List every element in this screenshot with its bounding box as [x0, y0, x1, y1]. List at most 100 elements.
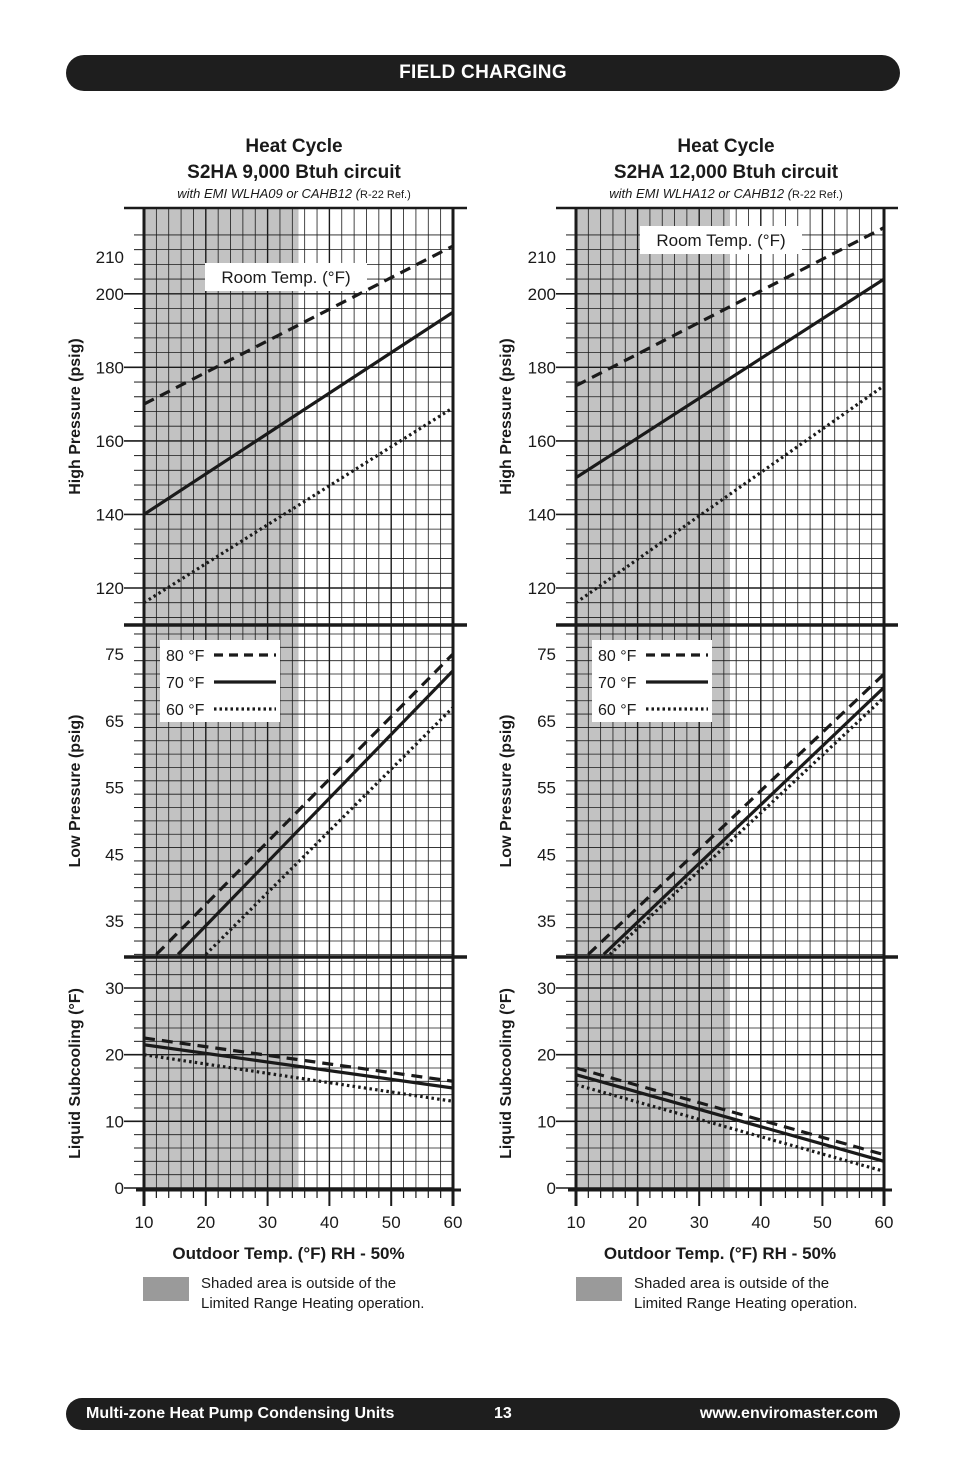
- chart-subtitle: S2HA 12,000 Btuh circuit: [614, 162, 839, 183]
- x-tick-label: 60: [875, 1213, 894, 1232]
- panel-3: 0 10 20 30 Liquid Subcooling (°F): [498, 960, 884, 1198]
- series-line-dotted: [144, 406, 453, 605]
- x-tick-label: 10: [135, 1213, 154, 1232]
- page-header-title: FIELD CHARGING: [399, 62, 567, 83]
- y-tick-label: 140: [96, 505, 124, 524]
- room-temp-box: [640, 226, 802, 254]
- panel-1: 120 140 160 180 200 210 High Pressure (psig): [67, 234, 453, 618]
- y-tick-label: 75: [537, 645, 556, 664]
- y-tick-label: 55: [105, 779, 124, 798]
- shaded-note-line1: Shaded area is outside of the: [201, 1275, 396, 1292]
- legend: 80 °F 70 °F 60 °F: [592, 640, 712, 722]
- chart-1: Heat Cycle S2HA 9,000 Btuh circuit with EM…: [67, 136, 467, 1312]
- y-tick-label: 35: [537, 912, 556, 931]
- footer-page-number: 13: [494, 1405, 512, 1422]
- y-axis-label: Liquid Subcooling (°F): [67, 988, 84, 1159]
- series-line-solid: [144, 310, 453, 516]
- y-tick-label: 45: [105, 845, 124, 864]
- legend-label: 60 °F: [598, 702, 637, 719]
- page-footer-banner: Multi-zone Heat Pump Condensing Units 13…: [66, 1398, 900, 1430]
- y-tick-label: 75: [105, 645, 124, 664]
- y-tick-label: 180: [528, 358, 556, 377]
- series-line-dashed: [144, 244, 453, 406]
- chart-refrigerant-note: with EMI WLHA09 or CAHB12 (R-22 Ref.): [177, 186, 411, 201]
- series-line-dashed: [144, 1036, 453, 1083]
- y-axis-label: Low Pressure (psig): [498, 715, 515, 868]
- series-line-solid: [576, 277, 884, 480]
- series-line-solid: [576, 1073, 884, 1163]
- y-axis-label: High Pressure (psig): [498, 338, 515, 494]
- y-tick-label: 55: [537, 779, 556, 798]
- y-tick-label: 20: [105, 1046, 124, 1065]
- y-tick-label: 210: [528, 248, 556, 267]
- y-tick-label: 120: [96, 579, 124, 598]
- x-tick-label: 60: [444, 1213, 463, 1232]
- shaded-note-line2: Limited Range Heating operation.: [634, 1295, 857, 1312]
- y-tick-label: 30: [105, 979, 124, 998]
- y-tick-label: 20: [537, 1046, 556, 1065]
- y-tick-label: 65: [105, 712, 124, 731]
- series-line-dashed: [576, 226, 884, 388]
- x-tick-label: 40: [320, 1213, 339, 1232]
- panel-1: 120 140 160 180 200 210 High Pressure (psig): [498, 226, 884, 618]
- x-tick-label: 30: [690, 1213, 709, 1232]
- x-axis-label: Outdoor Temp. (°F) RH - 50%: [172, 1244, 404, 1263]
- legend-label: 80 °F: [598, 648, 637, 665]
- y-tick-label: 65: [537, 712, 556, 731]
- y-tick-label: 200: [96, 285, 124, 304]
- footer-website: www.enviromaster.com: [699, 1405, 878, 1422]
- x-tick-label: 10: [567, 1213, 586, 1232]
- panel-2: 35 45 55 65 75 Low Pressure (psig): [67, 633, 453, 956]
- chart-title: Heat Cycle: [245, 136, 342, 157]
- y-tick-label: 0: [547, 1179, 556, 1198]
- y-tick-label: 45: [537, 845, 556, 864]
- y-tick-label: 120: [528, 579, 556, 598]
- series-line-solid: [176, 669, 453, 956]
- shaded-note-line2: Limited Range Heating operation.: [201, 1295, 424, 1312]
- y-tick-label: 35: [105, 912, 124, 931]
- page-header-banner: FIELD CHARGING: [66, 55, 900, 91]
- x-tick-label: 20: [628, 1213, 647, 1232]
- legend: 80 °F 70 °F 60 °F: [160, 640, 280, 722]
- chart-refrigerant-note-plain: R-22 Ref.): [792, 189, 843, 201]
- y-tick-label: 140: [528, 505, 556, 524]
- footer-product-name: Multi-zone Heat Pump Condensing Units: [86, 1405, 395, 1422]
- x-tick-label: 30: [258, 1213, 277, 1232]
- shaded-note-swatch: [576, 1277, 622, 1301]
- y-tick-label: 160: [528, 432, 556, 451]
- y-tick-label: 30: [537, 979, 556, 998]
- x-tick-label: 50: [382, 1213, 401, 1232]
- chart-subtitle: S2HA 9,000 Btuh circuit: [187, 162, 401, 183]
- chart-refrigerant-note: with EMI WLHA12 or CAHB12 (R-22 Ref.): [609, 186, 843, 201]
- panel-3: 0 10 20 30 Liquid Subcooling (°F): [67, 960, 453, 1198]
- y-tick-label: 160: [96, 432, 124, 451]
- chart-refrigerant-note-plain: R-22 Ref.): [360, 189, 411, 201]
- x-axis-label: Outdoor Temp. (°F) RH - 50%: [604, 1244, 836, 1263]
- series-line-solid: [602, 686, 884, 956]
- y-axis-label: High Pressure (psig): [67, 338, 84, 494]
- shaded-note-swatch: [143, 1277, 189, 1301]
- y-tick-label: 210: [96, 248, 124, 267]
- room-temp-label: Room Temp. (°F): [656, 231, 785, 250]
- x-tick-label: 20: [196, 1213, 215, 1232]
- shaded-note-line1: Shaded area is outside of the: [634, 1275, 829, 1292]
- y-tick-label: 200: [528, 285, 556, 304]
- series-line-dashed: [587, 672, 884, 956]
- chart-refrigerant-note-italic: with EMI WLHA12 or CAHB12 (: [609, 186, 793, 201]
- series-line-dotted: [204, 706, 453, 956]
- series-line-dotted: [144, 1053, 453, 1103]
- y-tick-label: 10: [537, 1112, 556, 1131]
- x-tick-label: 40: [751, 1213, 770, 1232]
- series-line-dotted: [576, 384, 884, 605]
- y-axis-label: Liquid Subcooling (°F): [498, 988, 515, 1159]
- y-tick-label: 10: [105, 1112, 124, 1131]
- series-line-dotted: [576, 1083, 884, 1173]
- panel-2: 35 45 55 65 75 Low Pressure (psig): [498, 633, 884, 956]
- legend-label: 60 °F: [166, 702, 205, 719]
- series-line-solid: [144, 1043, 453, 1090]
- x-tick-label: 50: [813, 1213, 832, 1232]
- chart-title: Heat Cycle: [677, 136, 774, 157]
- room-temp-box: [205, 263, 367, 291]
- legend-label: 70 °F: [598, 675, 637, 692]
